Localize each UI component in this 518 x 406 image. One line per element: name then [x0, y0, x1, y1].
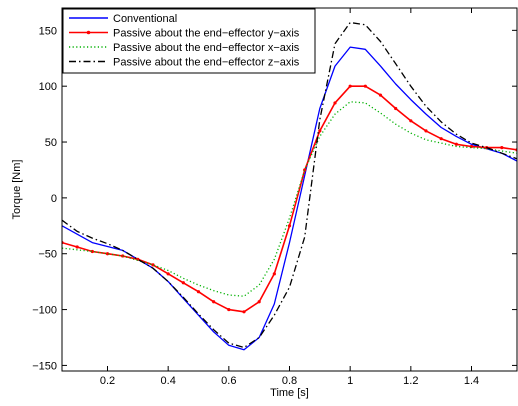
y-tick-label: −150	[32, 360, 57, 372]
x-tick-label: 0.4	[161, 375, 176, 387]
x-tick-label: 1.4	[464, 375, 479, 387]
series-point	[181, 281, 185, 285]
y-tick-label: 100	[39, 81, 57, 93]
x-tick-label: 1	[347, 375, 353, 387]
legend-label-4: Passive about the end−effector z−axis	[113, 57, 300, 69]
series-point	[166, 272, 170, 276]
series-point	[409, 119, 413, 123]
series-point	[500, 146, 504, 150]
legend-label-2: Passive about the end−effector y−axis	[113, 28, 300, 40]
x-axis-label: Time [s]	[270, 387, 309, 399]
y-tick-label: 50	[45, 137, 57, 149]
legend: Conventional Passive about the end−effect…	[62, 8, 316, 74]
legend-marker	[86, 30, 91, 35]
series-point	[378, 93, 383, 97]
legend-label-3: Passive about the end−effector x−axis	[113, 42, 300, 54]
series-point	[227, 307, 231, 312]
series-point	[105, 252, 110, 256]
series-point	[333, 101, 337, 105]
series-point	[196, 290, 201, 294]
series-point	[348, 84, 352, 88]
x-tick-label: 0.8	[282, 375, 297, 387]
series-point	[439, 137, 443, 141]
series-point	[90, 249, 94, 254]
legend-label-1: Conventional	[113, 13, 177, 25]
legend-box	[62, 8, 316, 74]
series-point	[424, 129, 428, 133]
series-point	[318, 129, 322, 133]
y-tick-label: −50	[38, 249, 57, 261]
series-point	[272, 272, 276, 276]
series-point	[394, 106, 398, 111]
series-point	[257, 300, 261, 304]
series-point	[363, 84, 367, 88]
y-tick-label: −100	[32, 305, 57, 317]
series-point	[287, 224, 292, 228]
series-line-4	[62, 21, 517, 349]
series-point	[75, 245, 79, 249]
x-tick-label: 0.2	[100, 375, 115, 387]
series-point	[242, 310, 246, 314]
series-layer	[62, 21, 517, 351]
series-point	[212, 300, 216, 304]
x-tick-label: 0.6	[221, 375, 236, 387]
series-point	[454, 142, 458, 146]
ticks-layer: 0.2 0.4 0.6 0.8 1 1.2 1.4 −150 −100 −50 0 50 100 150	[32, 8, 517, 387]
y-tick-label: 0	[51, 193, 57, 205]
x-tick-label: 1.2	[403, 375, 418, 387]
y-axis-label: Torque [Nm]	[11, 160, 23, 220]
y-tick-label: 150	[39, 25, 57, 37]
